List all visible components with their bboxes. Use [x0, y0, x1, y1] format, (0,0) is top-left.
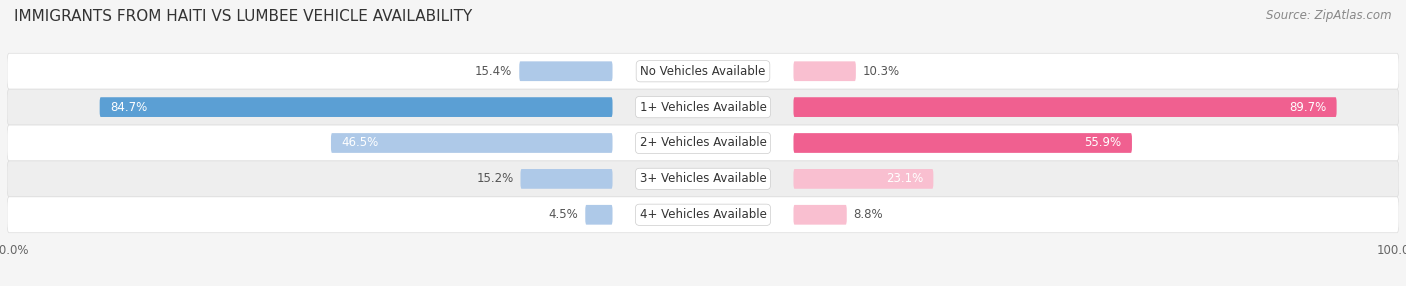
FancyBboxPatch shape [7, 161, 1399, 197]
Text: 4+ Vehicles Available: 4+ Vehicles Available [640, 208, 766, 221]
Text: 84.7%: 84.7% [110, 101, 148, 114]
Text: 8.8%: 8.8% [853, 208, 883, 221]
Text: 15.4%: 15.4% [475, 65, 512, 78]
Text: 4.5%: 4.5% [548, 208, 578, 221]
FancyBboxPatch shape [793, 133, 1132, 153]
FancyBboxPatch shape [330, 133, 613, 153]
FancyBboxPatch shape [100, 97, 613, 117]
Text: IMMIGRANTS FROM HAITI VS LUMBEE VEHICLE AVAILABILITY: IMMIGRANTS FROM HAITI VS LUMBEE VEHICLE … [14, 9, 472, 23]
FancyBboxPatch shape [519, 61, 613, 81]
Text: 10.3%: 10.3% [863, 65, 900, 78]
Text: 46.5%: 46.5% [342, 136, 378, 150]
Text: 2+ Vehicles Available: 2+ Vehicles Available [640, 136, 766, 150]
Text: Source: ZipAtlas.com: Source: ZipAtlas.com [1267, 9, 1392, 21]
Text: 15.2%: 15.2% [477, 172, 513, 185]
FancyBboxPatch shape [793, 61, 856, 81]
FancyBboxPatch shape [793, 97, 1337, 117]
FancyBboxPatch shape [585, 205, 613, 225]
Text: No Vehicles Available: No Vehicles Available [640, 65, 766, 78]
Text: 3+ Vehicles Available: 3+ Vehicles Available [640, 172, 766, 185]
Text: 23.1%: 23.1% [886, 172, 922, 185]
FancyBboxPatch shape [7, 53, 1399, 89]
FancyBboxPatch shape [520, 169, 613, 189]
FancyBboxPatch shape [793, 169, 934, 189]
FancyBboxPatch shape [7, 197, 1399, 233]
Text: 1+ Vehicles Available: 1+ Vehicles Available [640, 101, 766, 114]
Text: 55.9%: 55.9% [1084, 136, 1122, 150]
FancyBboxPatch shape [7, 125, 1399, 161]
Text: 89.7%: 89.7% [1289, 101, 1326, 114]
FancyBboxPatch shape [7, 89, 1399, 125]
FancyBboxPatch shape [793, 205, 846, 225]
